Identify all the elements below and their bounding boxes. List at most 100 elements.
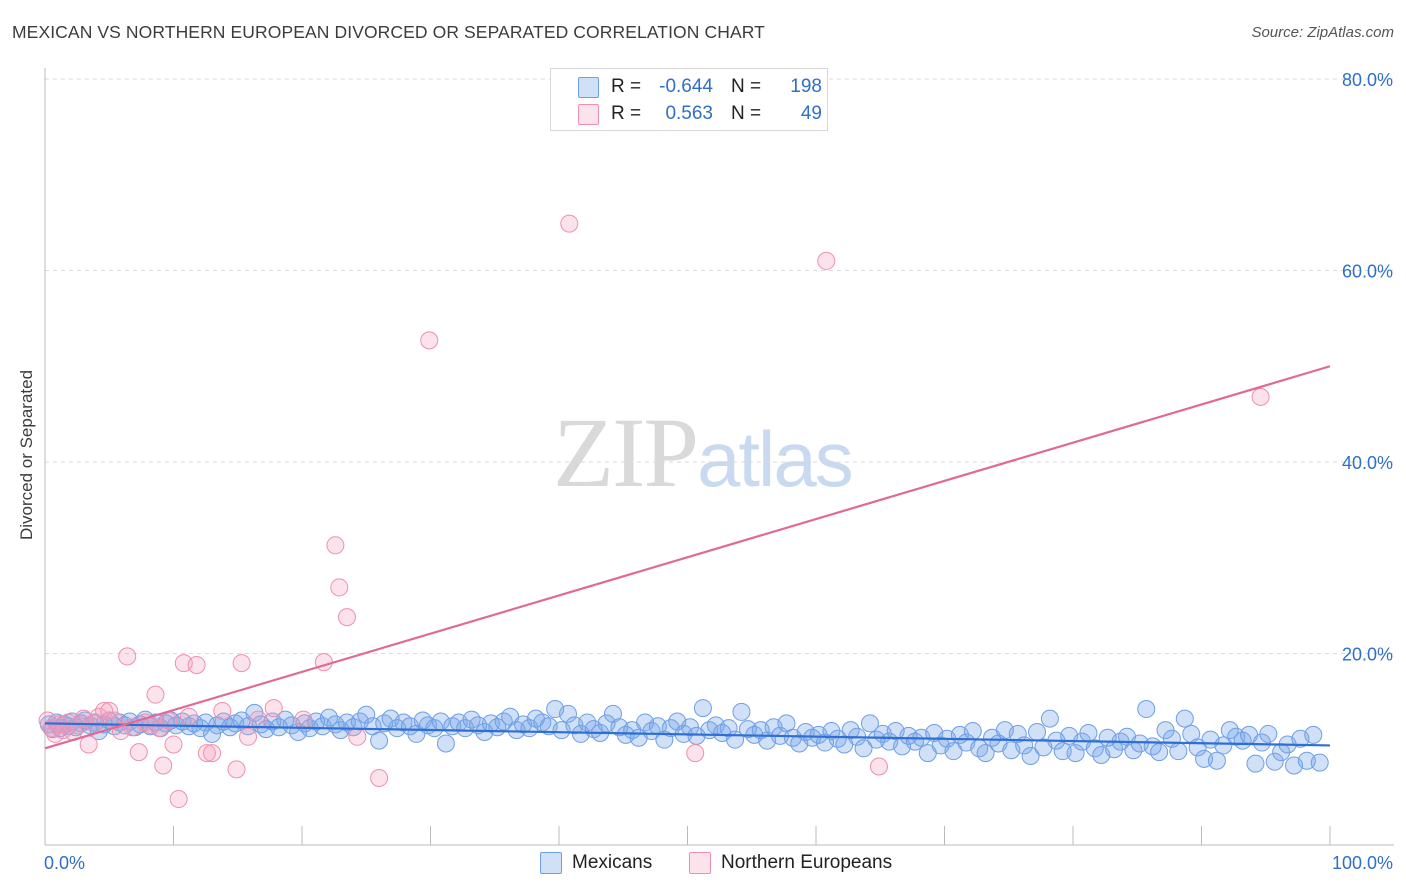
- point-mexicans: [944, 742, 963, 761]
- point-mexicans: [1021, 746, 1040, 765]
- point-northern-europeans: [227, 760, 246, 779]
- point-mexicans: [963, 722, 982, 741]
- point-mexicans: [1085, 739, 1104, 758]
- point-mexicans: [1150, 743, 1169, 762]
- point-mexicans: [822, 722, 841, 741]
- point-mexicans: [578, 713, 597, 732]
- point-northern-europeans: [164, 735, 183, 754]
- point-mexicans: [1175, 709, 1194, 728]
- point-mexicans: [1040, 709, 1059, 728]
- point-mexicans: [719, 719, 738, 738]
- legend-item-northern-europeans[interactable]: Northern Europeans: [689, 852, 892, 874]
- point-mexicans: [1310, 753, 1329, 772]
- point-mexicans: [319, 708, 338, 727]
- point-mexicans: [1246, 754, 1265, 773]
- mexicans-legend-swatch: [540, 852, 562, 874]
- chart-title: MEXICAN VS NORTHERN EUROPEAN DIVORCED OR…: [12, 22, 765, 42]
- y-tick-label: 60.0%: [1342, 262, 1393, 282]
- n-label: N =: [731, 103, 762, 124]
- r-value-mexicans: -0.644: [659, 76, 713, 97]
- point-northern-europeans: [150, 719, 169, 738]
- x-tick-label: 100.0%: [1332, 853, 1393, 873]
- point-mexicans: [1137, 700, 1156, 719]
- point-northern-europeans: [154, 756, 173, 775]
- point-mexicans: [1008, 724, 1027, 743]
- point-mexicans: [558, 704, 577, 723]
- trendline-northern-europeans: [44, 365, 1331, 750]
- point-northern-europeans: [817, 251, 836, 270]
- y-tick-label: 40.0%: [1342, 453, 1393, 473]
- point-northern-europeans: [337, 608, 356, 627]
- source-credit: Source: ZipAtlas.com: [1251, 24, 1394, 41]
- point-mexicans: [1214, 736, 1233, 755]
- legend-row-mexicans: R = -0.644 N = 198: [551, 74, 822, 100]
- point-mexicans: [732, 702, 751, 721]
- legend-label-northern-europeans: Northern Europeans: [721, 852, 893, 873]
- n-label: N =: [731, 76, 762, 97]
- r-label: R =: [611, 103, 642, 124]
- legend-row-northern-europeans: R = 0.563 N = 49: [551, 101, 822, 127]
- point-mexicans: [854, 739, 873, 758]
- point-mexicans: [655, 730, 674, 749]
- r-value-northern-europeans: 0.563: [665, 103, 713, 124]
- point-northern-europeans: [326, 536, 345, 555]
- point-mexicans: [370, 731, 389, 750]
- r-label: R =: [611, 76, 642, 97]
- point-northern-europeans: [330, 578, 349, 597]
- point-mexicans: [1028, 723, 1047, 742]
- x-tick-label: 0.0%: [44, 853, 85, 873]
- point-mexicans: [1259, 724, 1278, 743]
- y-tick-label: 20.0%: [1342, 645, 1393, 665]
- point-northern-europeans: [59, 713, 78, 732]
- point-mexicans: [1265, 752, 1284, 771]
- point-mexicans: [860, 714, 879, 733]
- point-northern-europeans: [79, 735, 98, 754]
- legend-item-mexicans[interactable]: Mexicans: [540, 852, 652, 874]
- northern-europeans-swatch: [578, 103, 599, 125]
- point-northern-europeans: [348, 727, 367, 746]
- point-northern-europeans: [370, 768, 389, 787]
- point-northern-europeans: [249, 710, 268, 729]
- point-northern-europeans: [100, 701, 119, 720]
- point-northern-europeans: [118, 647, 137, 666]
- point-mexicans: [425, 719, 444, 738]
- point-mexicans: [1169, 742, 1188, 761]
- point-northern-europeans: [869, 757, 888, 776]
- point-northern-europeans: [686, 744, 705, 763]
- point-mexicans: [1207, 751, 1226, 770]
- point-northern-europeans: [232, 654, 251, 673]
- point-northern-europeans: [213, 701, 232, 720]
- point-northern-europeans: [74, 709, 93, 728]
- legend-label-mexicans: Mexicans: [572, 852, 653, 873]
- y-axis-label: Divorced or Separated: [17, 369, 36, 541]
- point-mexicans: [251, 715, 270, 734]
- series-legend: Mexicans Northern Europeans: [0, 852, 1406, 876]
- mexicans-swatch: [578, 76, 599, 98]
- n-value-northern-europeans: 49: [800, 103, 822, 124]
- point-mexicans: [1304, 725, 1323, 744]
- point-mexicans: [841, 721, 860, 740]
- correlation-legend: R = -0.644 N = 198 R = 0.563 N = 49: [550, 68, 828, 131]
- point-northern-europeans: [197, 744, 216, 763]
- point-northern-europeans: [294, 710, 313, 729]
- point-mexicans: [976, 744, 995, 763]
- point-northern-europeans: [420, 331, 439, 350]
- n-value-mexicans: 198: [790, 76, 822, 97]
- point-mexicans: [693, 699, 712, 718]
- trendline-mexicans: [44, 722, 1331, 747]
- northern-europeans-legend-swatch: [689, 852, 711, 874]
- point-northern-europeans: [560, 214, 579, 233]
- point-northern-europeans: [1251, 387, 1270, 406]
- point-northern-europeans: [146, 685, 165, 704]
- point-mexicans: [1220, 721, 1239, 740]
- point-northern-europeans: [187, 655, 206, 674]
- point-northern-europeans: [239, 727, 258, 746]
- point-northern-europeans: [179, 707, 198, 726]
- point-northern-europeans: [129, 743, 148, 762]
- y-tick-label: 80.0%: [1342, 70, 1393, 90]
- point-mexicans: [1066, 744, 1085, 763]
- point-northern-europeans: [264, 699, 283, 718]
- point-mexicans: [436, 734, 455, 753]
- point-mexicans: [1079, 723, 1098, 742]
